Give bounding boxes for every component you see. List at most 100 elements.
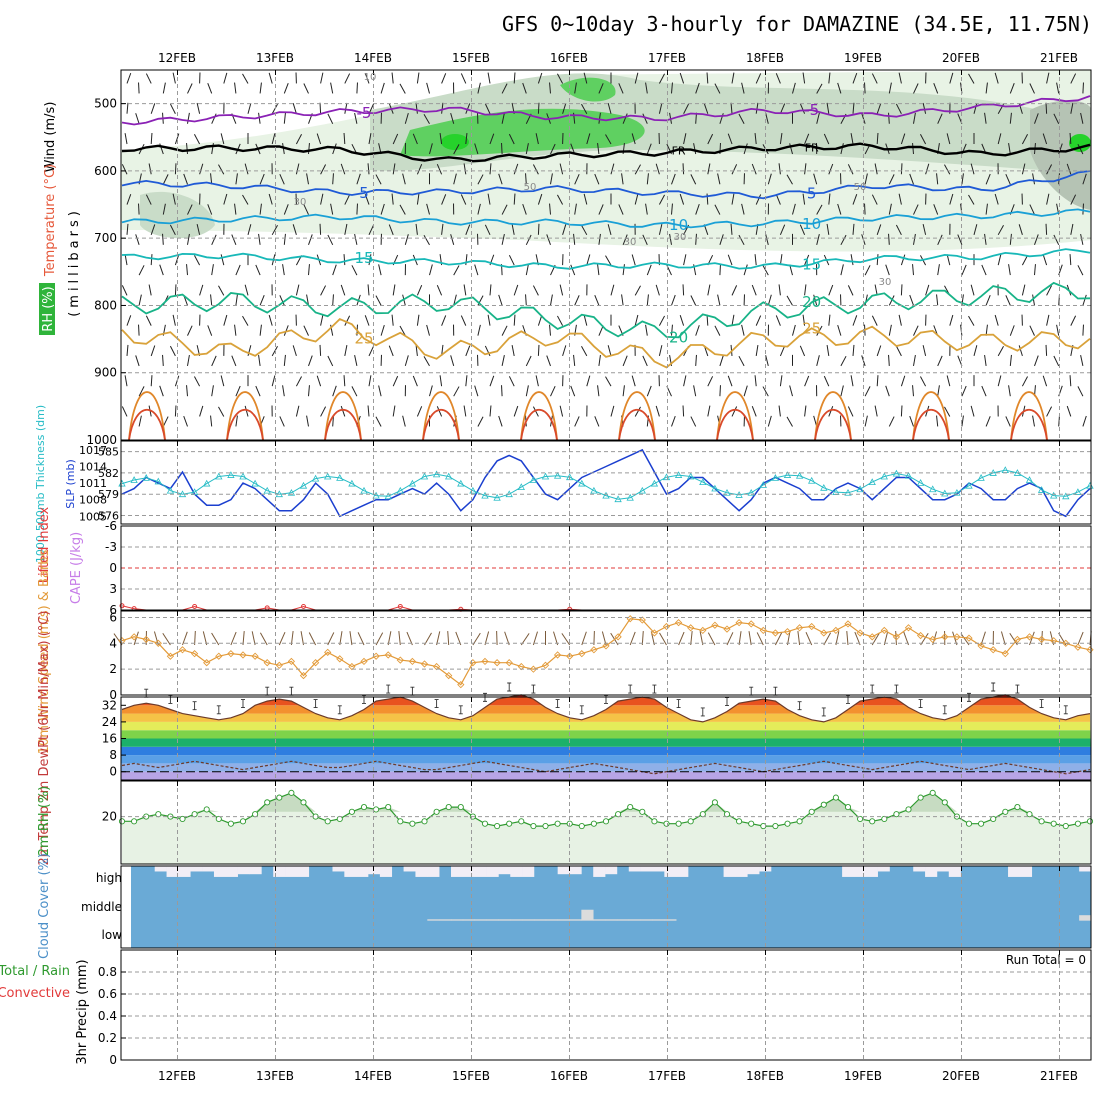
wind-barb bbox=[765, 112, 769, 124]
isotherm-label: 15 bbox=[354, 249, 373, 267]
lifted-tick-label: -6 bbox=[105, 519, 117, 533]
cloud-high-gap bbox=[948, 866, 961, 877]
wind-barb bbox=[1046, 193, 1050, 205]
wind-barb bbox=[283, 112, 286, 124]
wind-barb bbox=[837, 82, 842, 94]
wind-barb bbox=[1034, 264, 1036, 276]
wind-barb bbox=[775, 315, 781, 326]
wind-barb bbox=[622, 355, 628, 367]
isotherm-label: 10 bbox=[669, 216, 688, 234]
surface-isotherm bbox=[618, 391, 656, 441]
x-date-label-top: 15FEB bbox=[452, 51, 490, 65]
wind-barb bbox=[646, 264, 652, 276]
wind-barb bbox=[150, 254, 153, 266]
wind-barb bbox=[871, 73, 878, 84]
wind-barb bbox=[375, 416, 382, 427]
wind-barb bbox=[242, 194, 249, 205]
wind10m-point bbox=[275, 661, 283, 669]
wind-barb bbox=[888, 112, 890, 124]
wind-barb bbox=[816, 325, 823, 336]
wind-barb bbox=[441, 315, 447, 326]
lifted-tick-label: 3 bbox=[109, 582, 117, 596]
wind-barb bbox=[159, 264, 164, 276]
wind-barb bbox=[949, 314, 954, 326]
wind-barb bbox=[605, 376, 612, 387]
cloud-high-gap bbox=[344, 866, 357, 877]
wind-barb bbox=[792, 203, 796, 215]
wind-barb bbox=[308, 355, 313, 367]
wind10m-point bbox=[348, 662, 356, 671]
wind-barb bbox=[351, 386, 358, 397]
wind-barb bbox=[259, 324, 262, 336]
wind10m-point bbox=[941, 633, 949, 641]
wind-barb bbox=[306, 173, 309, 185]
wind-barb bbox=[218, 285, 225, 296]
wind-barb bbox=[187, 204, 193, 215]
wind10m-point bbox=[190, 650, 199, 658]
minmax-bar bbox=[700, 707, 705, 717]
dewpoint-line bbox=[121, 760, 1091, 775]
wind-barb bbox=[888, 203, 892, 215]
wind-barb bbox=[513, 193, 516, 205]
wind10m-point bbox=[711, 621, 719, 629]
wind10m-barb bbox=[182, 631, 188, 646]
minmax-bar bbox=[1015, 684, 1020, 694]
wind-barb bbox=[850, 133, 854, 145]
thickness-panel-ylabel: 1000-500mb Thickness (dm) SLP (mb) bbox=[34, 405, 77, 563]
wind-barb bbox=[513, 405, 519, 417]
cloud-cover-base bbox=[131, 866, 1091, 948]
wind10m-point bbox=[783, 628, 792, 636]
wind-barb bbox=[1077, 143, 1084, 155]
wind-barb bbox=[292, 224, 297, 235]
wind10m-point bbox=[227, 650, 235, 658]
wind-barb bbox=[864, 415, 868, 427]
wind-barb bbox=[671, 294, 676, 306]
wind-barb bbox=[738, 355, 745, 367]
rh-axis-label: RH (%) bbox=[41, 286, 56, 331]
wind-barb bbox=[392, 284, 396, 296]
cloud-high-gap bbox=[166, 866, 179, 877]
precip-tick-label: 0.2 bbox=[98, 1031, 117, 1045]
lifted-index-point bbox=[301, 604, 306, 609]
wind-barb bbox=[426, 82, 430, 94]
wind-barb bbox=[235, 385, 241, 397]
wind-barb bbox=[375, 174, 382, 185]
wind-barb bbox=[380, 324, 385, 336]
wind-barb bbox=[508, 254, 515, 266]
wind10m-point bbox=[457, 681, 465, 689]
rh2m-point bbox=[554, 820, 561, 827]
wind-barb bbox=[550, 173, 553, 185]
wind10m-barb bbox=[339, 631, 343, 646]
wind10m-point bbox=[1001, 650, 1009, 658]
surface-isotherm bbox=[912, 391, 950, 441]
thickness-point bbox=[481, 491, 489, 499]
wind-barb bbox=[392, 405, 396, 417]
cloud-mid-gap bbox=[569, 919, 582, 921]
wind-barb bbox=[150, 224, 156, 235]
wind-barb bbox=[327, 113, 334, 124]
wind-barb bbox=[308, 264, 310, 276]
wind-barb bbox=[283, 325, 289, 336]
x-date-label-bottom: 16FEB bbox=[550, 1069, 588, 1083]
cloud-high-gap bbox=[628, 866, 641, 872]
wind-barb bbox=[828, 163, 834, 175]
wind10m-barb bbox=[787, 631, 791, 646]
wind-barb bbox=[658, 73, 666, 84]
wind-barb bbox=[1042, 375, 1048, 387]
cloud-high-gap bbox=[1019, 866, 1033, 877]
wind-barb bbox=[802, 193, 806, 205]
x-date-label-bottom: 13FEB bbox=[256, 1069, 294, 1083]
wind-barb bbox=[727, 375, 733, 387]
wind-barb bbox=[258, 233, 261, 245]
rh2m-point bbox=[239, 818, 247, 825]
wind-barb bbox=[501, 355, 505, 367]
wind10m-point bbox=[178, 646, 187, 654]
wind10m-barb bbox=[387, 631, 392, 646]
slp-axis-label: SLP (mb) bbox=[64, 459, 77, 509]
thickness-point bbox=[311, 474, 320, 482]
lifted-index-point bbox=[397, 604, 403, 609]
wind-barb bbox=[327, 234, 334, 246]
wind-barb bbox=[356, 173, 361, 185]
wind-barb bbox=[511, 223, 515, 235]
wind-barb bbox=[1021, 255, 1029, 266]
